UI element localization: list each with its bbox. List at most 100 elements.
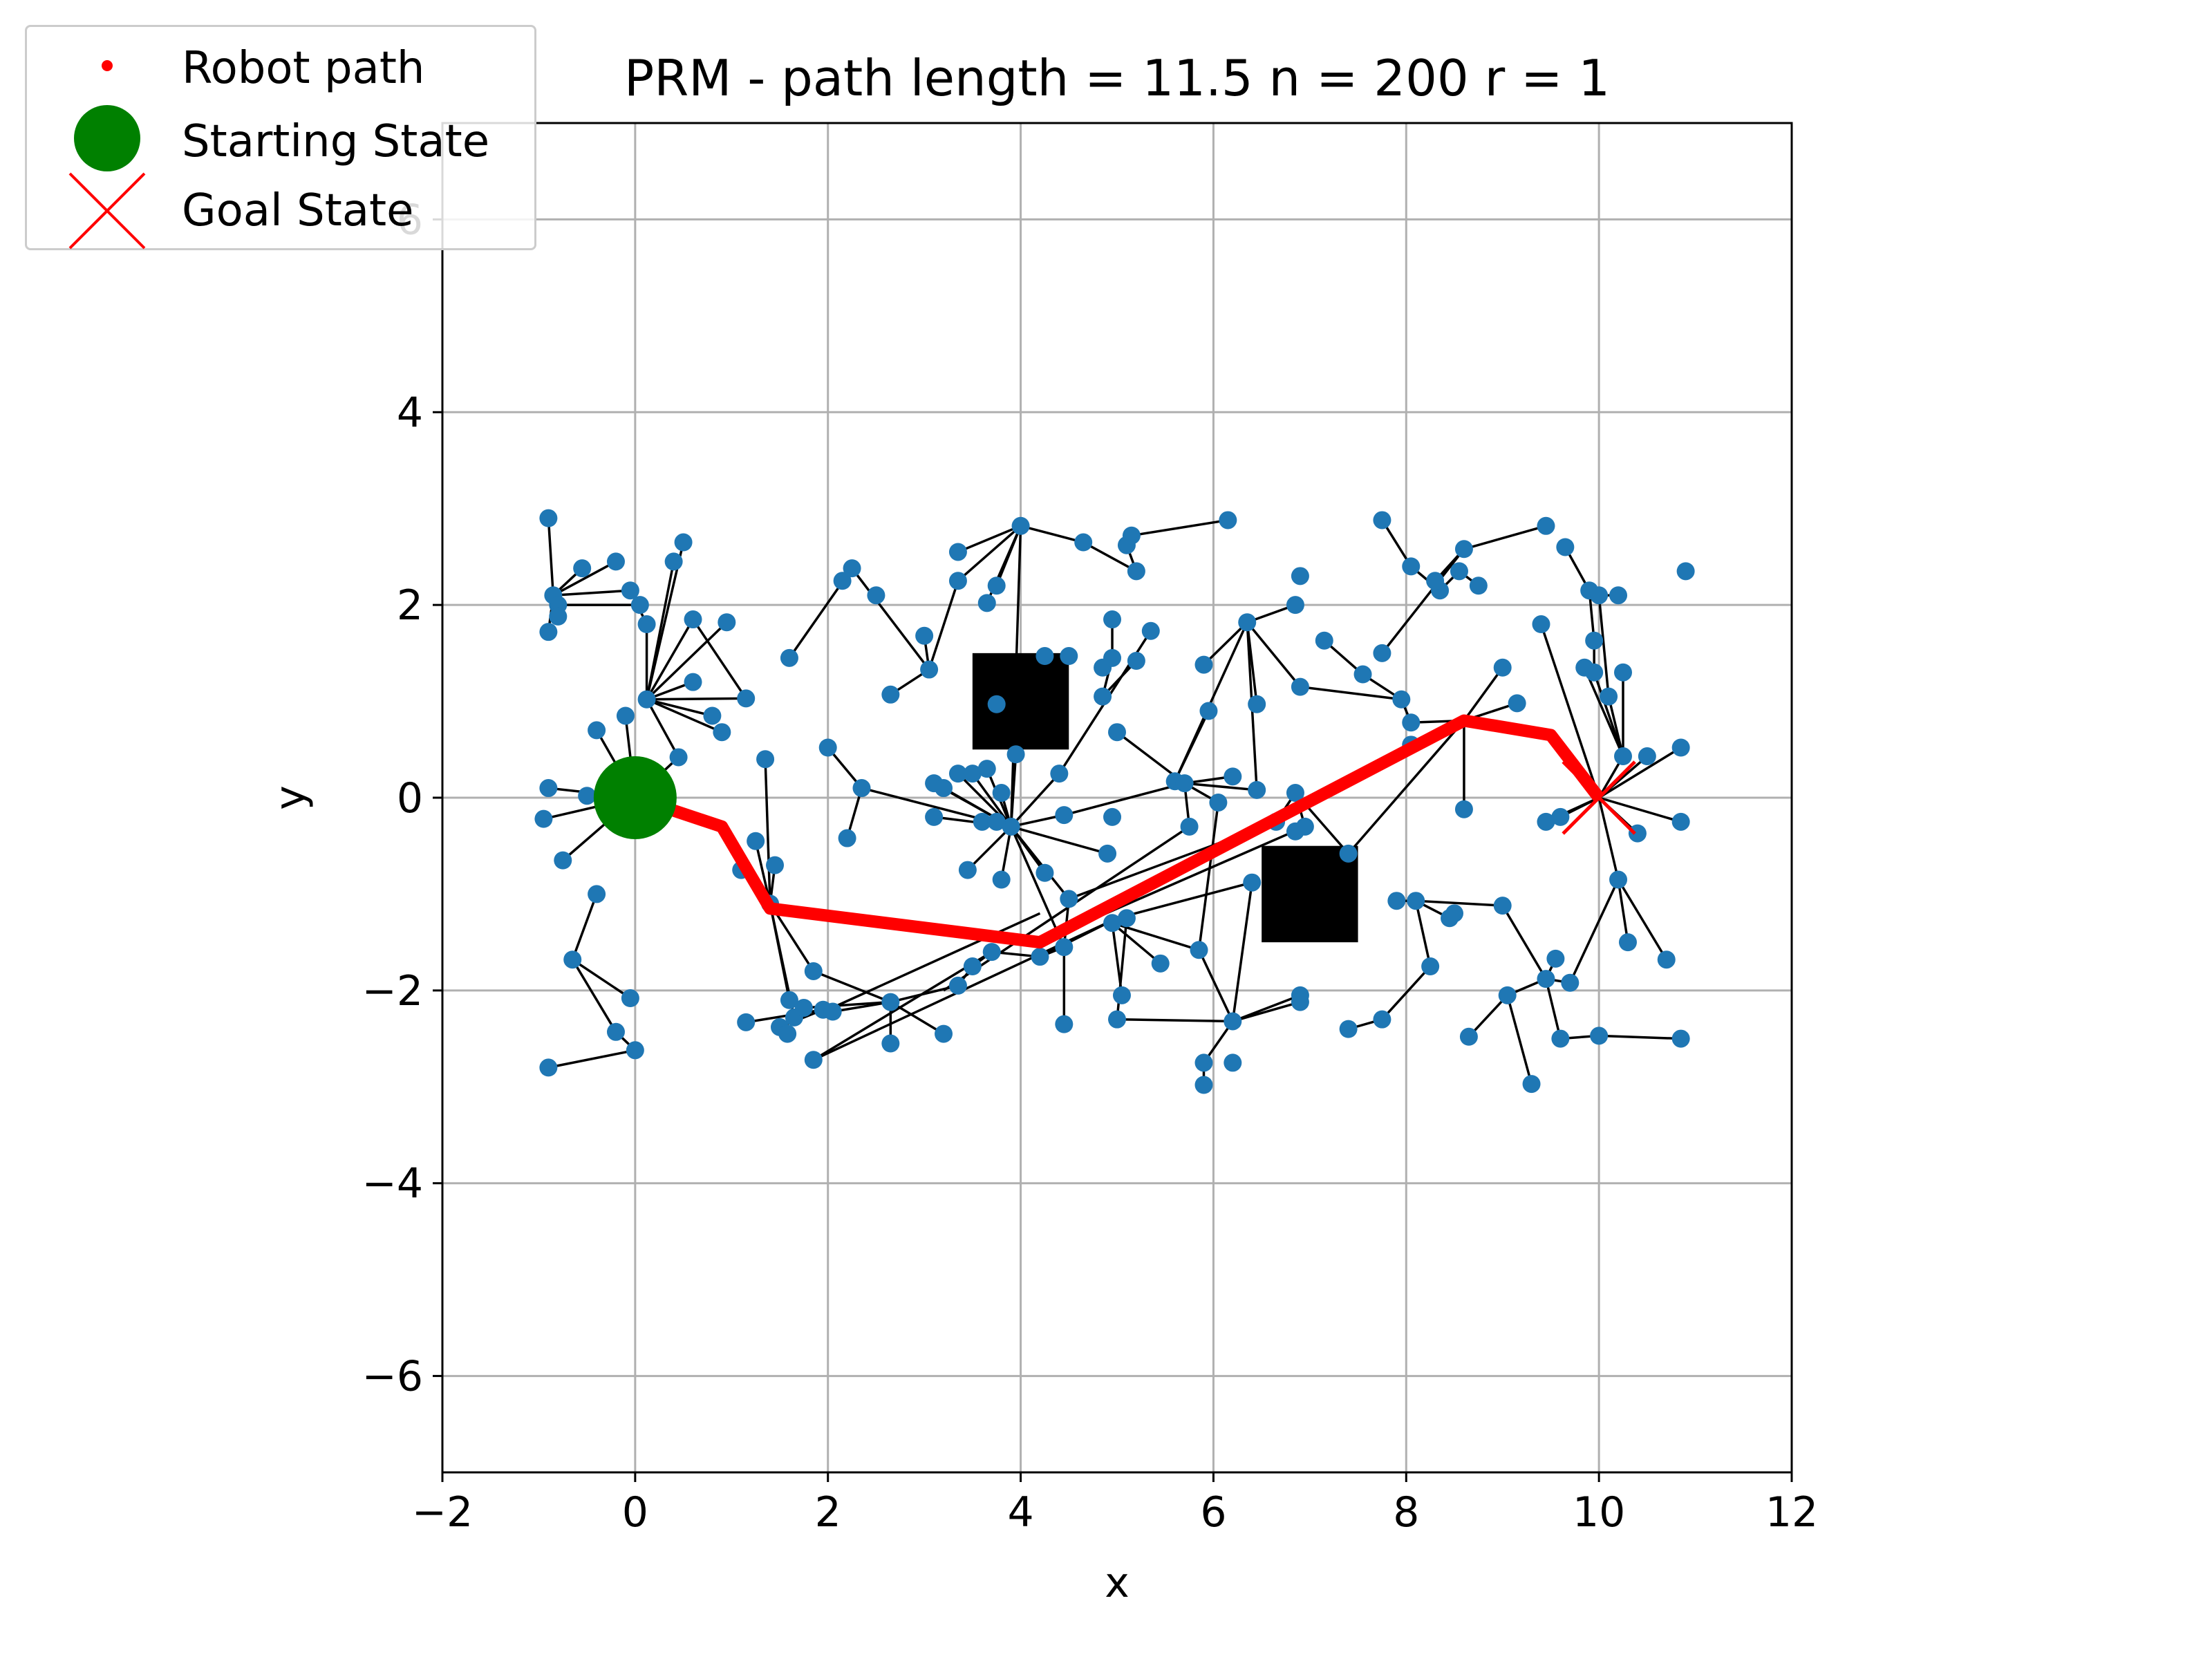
roadmap-node bbox=[606, 1022, 625, 1041]
roadmap-node bbox=[1387, 892, 1406, 910]
roadmap-edge bbox=[1010, 772, 1060, 828]
roadmap-edge bbox=[764, 759, 771, 904]
path-point bbox=[1548, 732, 1554, 738]
y-tick-label: −2 bbox=[362, 967, 423, 1015]
roadmap-node bbox=[1353, 665, 1372, 684]
roadmap-edge bbox=[646, 621, 728, 701]
roadmap-edge bbox=[1300, 685, 1402, 701]
roadmap-node bbox=[1609, 870, 1628, 889]
roadmap-edge bbox=[966, 825, 1012, 871]
roadmap-node bbox=[1671, 738, 1690, 757]
roadmap-node bbox=[1546, 949, 1565, 968]
roadmap-node bbox=[534, 809, 553, 828]
roadmap-node bbox=[833, 572, 852, 590]
roadmap-edge bbox=[813, 970, 891, 1004]
roadmap-node bbox=[1291, 567, 1309, 585]
roadmap-edge bbox=[1231, 882, 1253, 1022]
roadmap-node bbox=[1103, 914, 1122, 932]
roadmap-node bbox=[823, 1002, 842, 1021]
roadmap-node bbox=[626, 1041, 644, 1060]
roadmap-node bbox=[1035, 647, 1054, 666]
roadmap-edge bbox=[1597, 797, 1620, 880]
x-tick-label: 4 bbox=[1007, 1488, 1033, 1537]
start-state-marker bbox=[593, 756, 677, 839]
roadmap-edge bbox=[1009, 525, 1022, 827]
roadmap-node bbox=[1590, 586, 1609, 605]
roadmap-edge bbox=[1539, 624, 1600, 798]
roadmap-node bbox=[1493, 897, 1512, 915]
roadmap-edge bbox=[571, 893, 598, 960]
roadmap-node bbox=[1175, 774, 1194, 793]
path-point bbox=[767, 906, 774, 912]
roadmap-edge bbox=[1116, 881, 1253, 919]
roadmap-edge bbox=[1463, 666, 1504, 722]
roadmap-node bbox=[578, 787, 597, 805]
roadmap-edge bbox=[1232, 1000, 1301, 1023]
roadmap-node bbox=[1141, 621, 1160, 640]
legend-entry-goal-state: Goal State bbox=[27, 169, 534, 250]
roadmap-node bbox=[588, 885, 606, 903]
roadmap-edge bbox=[995, 525, 1022, 586]
roadmap-node bbox=[818, 738, 837, 757]
x-tick-label: 10 bbox=[1573, 1488, 1625, 1537]
roadmap-node bbox=[794, 998, 813, 1017]
roadmap-node bbox=[881, 1034, 900, 1053]
roadmap-node bbox=[915, 626, 934, 645]
roadmap-node bbox=[539, 623, 558, 641]
roadmap-node bbox=[737, 1013, 756, 1031]
roadmap-node bbox=[539, 509, 558, 527]
path-point bbox=[1037, 939, 1043, 946]
roadmap-node bbox=[573, 559, 592, 578]
roadmap-edge bbox=[1381, 965, 1432, 1020]
roadmap-edge bbox=[1131, 518, 1228, 537]
roadmap-node bbox=[747, 832, 765, 850]
roadmap-node bbox=[1219, 511, 1237, 529]
roadmap-node bbox=[881, 993, 900, 1011]
roadmap-edge bbox=[1063, 782, 1185, 816]
roadmap-node bbox=[1373, 511, 1391, 529]
roadmap-node bbox=[1122, 526, 1141, 545]
roadmap-node bbox=[1493, 658, 1512, 677]
roadmap-node bbox=[1031, 948, 1049, 966]
roadmap-edge bbox=[928, 580, 959, 671]
roadmap-node bbox=[1392, 690, 1411, 709]
roadmap-edge bbox=[1607, 696, 1624, 757]
roadmap-node bbox=[1426, 572, 1445, 590]
roadmap-edge bbox=[1010, 825, 1046, 874]
roadmap-node bbox=[637, 690, 656, 709]
roadmap-edge bbox=[646, 697, 747, 701]
roadmap-node bbox=[1373, 644, 1391, 662]
roadmap-edge bbox=[1468, 994, 1508, 1038]
x-tick-label: 12 bbox=[1765, 1488, 1818, 1537]
roadmap-node bbox=[1286, 784, 1304, 803]
roadmap-node bbox=[1006, 745, 1025, 764]
roadmap-node bbox=[881, 685, 900, 704]
roadmap-node bbox=[1373, 1010, 1391, 1029]
roadmap-edge bbox=[1501, 905, 1547, 980]
roadmap-node bbox=[948, 543, 967, 561]
roadmap-node bbox=[963, 957, 982, 975]
roadmap-node bbox=[1551, 807, 1570, 826]
roadmap-node bbox=[1532, 615, 1550, 634]
roadmap-node bbox=[1243, 873, 1262, 892]
roadmap-node bbox=[920, 660, 939, 679]
roadmap-edge bbox=[1617, 879, 1629, 943]
roadmap-node bbox=[1638, 747, 1656, 766]
roadmap-node bbox=[948, 765, 967, 783]
roadmap-edge bbox=[1011, 814, 1065, 828]
roadmap-node bbox=[766, 856, 785, 874]
roadmap-edge bbox=[1184, 782, 1257, 791]
roadmap-node bbox=[1194, 655, 1213, 674]
legend: Robot path Starting State Goal State bbox=[25, 25, 536, 250]
roadmap-node bbox=[1224, 1012, 1242, 1031]
roadmap-edge bbox=[1598, 747, 1682, 799]
roadmap-node bbox=[1238, 613, 1257, 632]
roadmap-node bbox=[1098, 844, 1117, 863]
roadmap-edge bbox=[1347, 720, 1465, 855]
roadmap-node bbox=[1127, 652, 1145, 671]
roadmap-node bbox=[852, 779, 871, 798]
roadmap-node bbox=[1055, 806, 1074, 825]
roadmap-node bbox=[1151, 954, 1170, 973]
roadmap-edge bbox=[1020, 525, 1084, 544]
roadmap-node bbox=[1199, 702, 1218, 720]
